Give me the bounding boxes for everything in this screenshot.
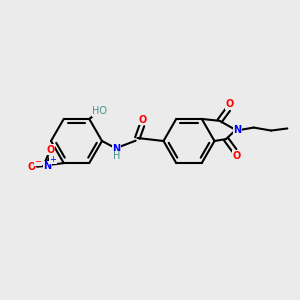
Text: O: O	[46, 145, 54, 154]
Text: N: N	[43, 161, 51, 171]
Text: N: N	[112, 144, 121, 154]
Text: H: H	[113, 151, 121, 161]
Text: HO: HO	[92, 106, 107, 116]
Text: −: −	[34, 157, 41, 166]
Text: +: +	[49, 155, 56, 164]
Text: O: O	[232, 151, 240, 160]
Text: O: O	[28, 162, 36, 172]
Text: O: O	[226, 99, 234, 109]
Text: O: O	[139, 115, 147, 125]
Text: N: N	[233, 125, 241, 135]
